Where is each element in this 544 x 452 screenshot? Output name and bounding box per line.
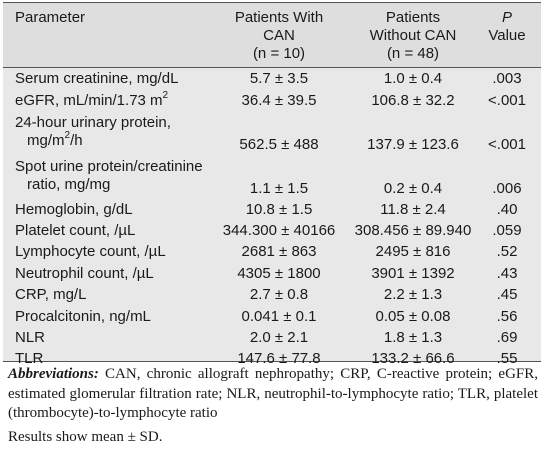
row-p-value: .003	[492, 70, 522, 87]
row-value-can: 36.4 ± 39.5	[241, 92, 317, 109]
row-label: eGFR, mL/min/1.73 m2	[15, 90, 169, 110]
row-p-value: .55	[496, 350, 518, 367]
row-value-can: 1.1 ± 1.5	[249, 180, 309, 197]
table-header: Parameter Patients With CAN (n = 10) Pat…	[3, 3, 541, 68]
row-label-line: TLR	[15, 350, 44, 367]
row-label-superscript: 2	[64, 130, 71, 141]
row-label: CRP, mg/L	[15, 286, 86, 304]
row-p-value: .40	[496, 201, 518, 218]
row-value-can: 5.7 ± 3.5	[249, 70, 309, 87]
header-no-can: Patients Without CAN (n = 48)	[348, 9, 478, 63]
row-p-value: .52	[496, 243, 518, 260]
row-p-value: .56	[496, 308, 518, 325]
row-label-line: CRP, mg/L	[15, 286, 87, 303]
row-p-value: .45	[496, 286, 518, 303]
row-value-can: 4305 ± 1800	[237, 265, 321, 282]
row-label-line: Serum creatinine, mg/dL	[15, 70, 179, 87]
row-label-line: Neutrophil count, /µL	[15, 265, 154, 282]
row-label: Serum creatinine, mg/dL	[15, 70, 178, 88]
row-value-no-can: 11.8 ± 2.4	[380, 201, 446, 218]
header-can-line-3: (n = 10)	[252, 45, 306, 62]
header-can: Patients With CAN (n = 10)	[214, 9, 344, 63]
row-label-text: mg/m	[27, 132, 65, 149]
row-value-can: 147.6 ± 77.8	[237, 350, 321, 367]
header-no-can-line-1: Patients	[385, 9, 441, 26]
row-p-value: <.001	[488, 92, 526, 109]
row-label: Neutrophil count, /µL	[15, 265, 154, 283]
row-value-can: 344.300 ± 40166	[222, 222, 336, 239]
abbreviations-footnote: Abbreviations: CAN, chronic allograft ne…	[8, 365, 538, 424]
row-p-value: .43	[496, 265, 518, 282]
header-p-value: P Value	[477, 9, 537, 45]
row-value-no-can: 308.456 ± 89.940	[354, 222, 472, 239]
row-label: Spot urine protein/creatinine ratio, mg/m…	[15, 158, 203, 194]
row-label-line: Spot urine protein/creatinine	[15, 158, 203, 175]
row-value-no-can: 1.0 ± 0.4	[383, 70, 443, 87]
header-p-line-1: P	[501, 9, 512, 26]
row-label-line: Platelet count, /µL	[15, 222, 136, 239]
row-value-no-can: 2495 ± 816	[375, 243, 451, 260]
row-value-no-can: 2.2 ± 1.3	[383, 286, 443, 303]
row-value-no-can: 133.2 ± 66.6	[371, 350, 455, 367]
row-label: 24-hour urinary protein, mg/m2/h	[15, 114, 171, 150]
row-label-line: NLR	[15, 329, 46, 346]
row-label: TLR	[15, 350, 43, 368]
row-p-value: .059	[492, 222, 522, 239]
row-label-line: eGFR, mL/min/1.73 m2	[15, 90, 169, 110]
row-value-can: 2.0 ± 2.1	[249, 329, 309, 346]
row-label: Lymphocyte count, /µL	[15, 243, 166, 261]
row-value-can: 562.5 ± 488	[239, 136, 319, 153]
header-can-line-2: CAN	[263, 27, 295, 44]
row-label-line: mg/m2/h	[15, 130, 171, 150]
header-can-line-1: Patients With	[234, 9, 324, 26]
abbreviations-label: Abbreviations:	[8, 366, 99, 382]
row-value-no-can: 0.2 ± 0.4	[383, 180, 443, 197]
row-value-no-can: 3901 ± 1392	[371, 265, 455, 282]
row-value-can: 2681 ± 863	[241, 243, 317, 260]
row-value-can: 2.7 ± 0.8	[249, 286, 309, 303]
row-value-no-can: 1.8 ± 1.3	[383, 329, 443, 346]
row-label: Platelet count, /µL	[15, 222, 135, 240]
row-value-can: 0.041 ± 0.1	[241, 308, 317, 325]
row-label-line: Procalcitonin, ng/mL	[15, 308, 151, 325]
row-value-can: 10.8 ± 1.5	[245, 201, 313, 218]
row-label-line: Lymphocyte count, /µL	[15, 243, 166, 260]
row-p-value: .006	[492, 180, 522, 197]
row-value-no-can: 137.9 ± 123.6	[367, 136, 459, 153]
row-label-line: ratio, mg/mg	[27, 176, 111, 193]
row-value-no-can: 0.05 ± 0.08	[375, 308, 451, 325]
row-label-superscript: 2	[162, 90, 169, 101]
abbreviations-text: CAN, chronic allograft nephropathy; CRP,…	[8, 366, 538, 421]
row-label-line: Hemoglobin, g/dL	[15, 201, 133, 218]
row-p-value: .69	[496, 329, 518, 346]
row-p-value: <.001	[488, 136, 526, 153]
row-label: Hemoglobin, g/dL	[15, 201, 133, 219]
row-label-tail: /h	[70, 132, 83, 149]
results-note: Results show mean ± SD.	[8, 429, 163, 445]
row-label: NLR	[15, 329, 45, 347]
header-parameter: Parameter	[15, 9, 86, 26]
row-label: Procalcitonin, ng/mL	[15, 308, 151, 326]
header-no-can-line-3: (n = 48)	[386, 45, 440, 62]
row-value-no-can: 106.8 ± 32.2	[371, 92, 455, 109]
header-no-can-line-2: Without CAN	[369, 27, 457, 44]
row-label-line: 24-hour urinary protein,	[15, 114, 171, 131]
row-label-text: eGFR, mL/min/1.73 m	[15, 92, 163, 109]
data-table: Parameter Patients With CAN (n = 10) Pat…	[3, 2, 541, 367]
header-p-line-2: Value	[488, 27, 526, 44]
